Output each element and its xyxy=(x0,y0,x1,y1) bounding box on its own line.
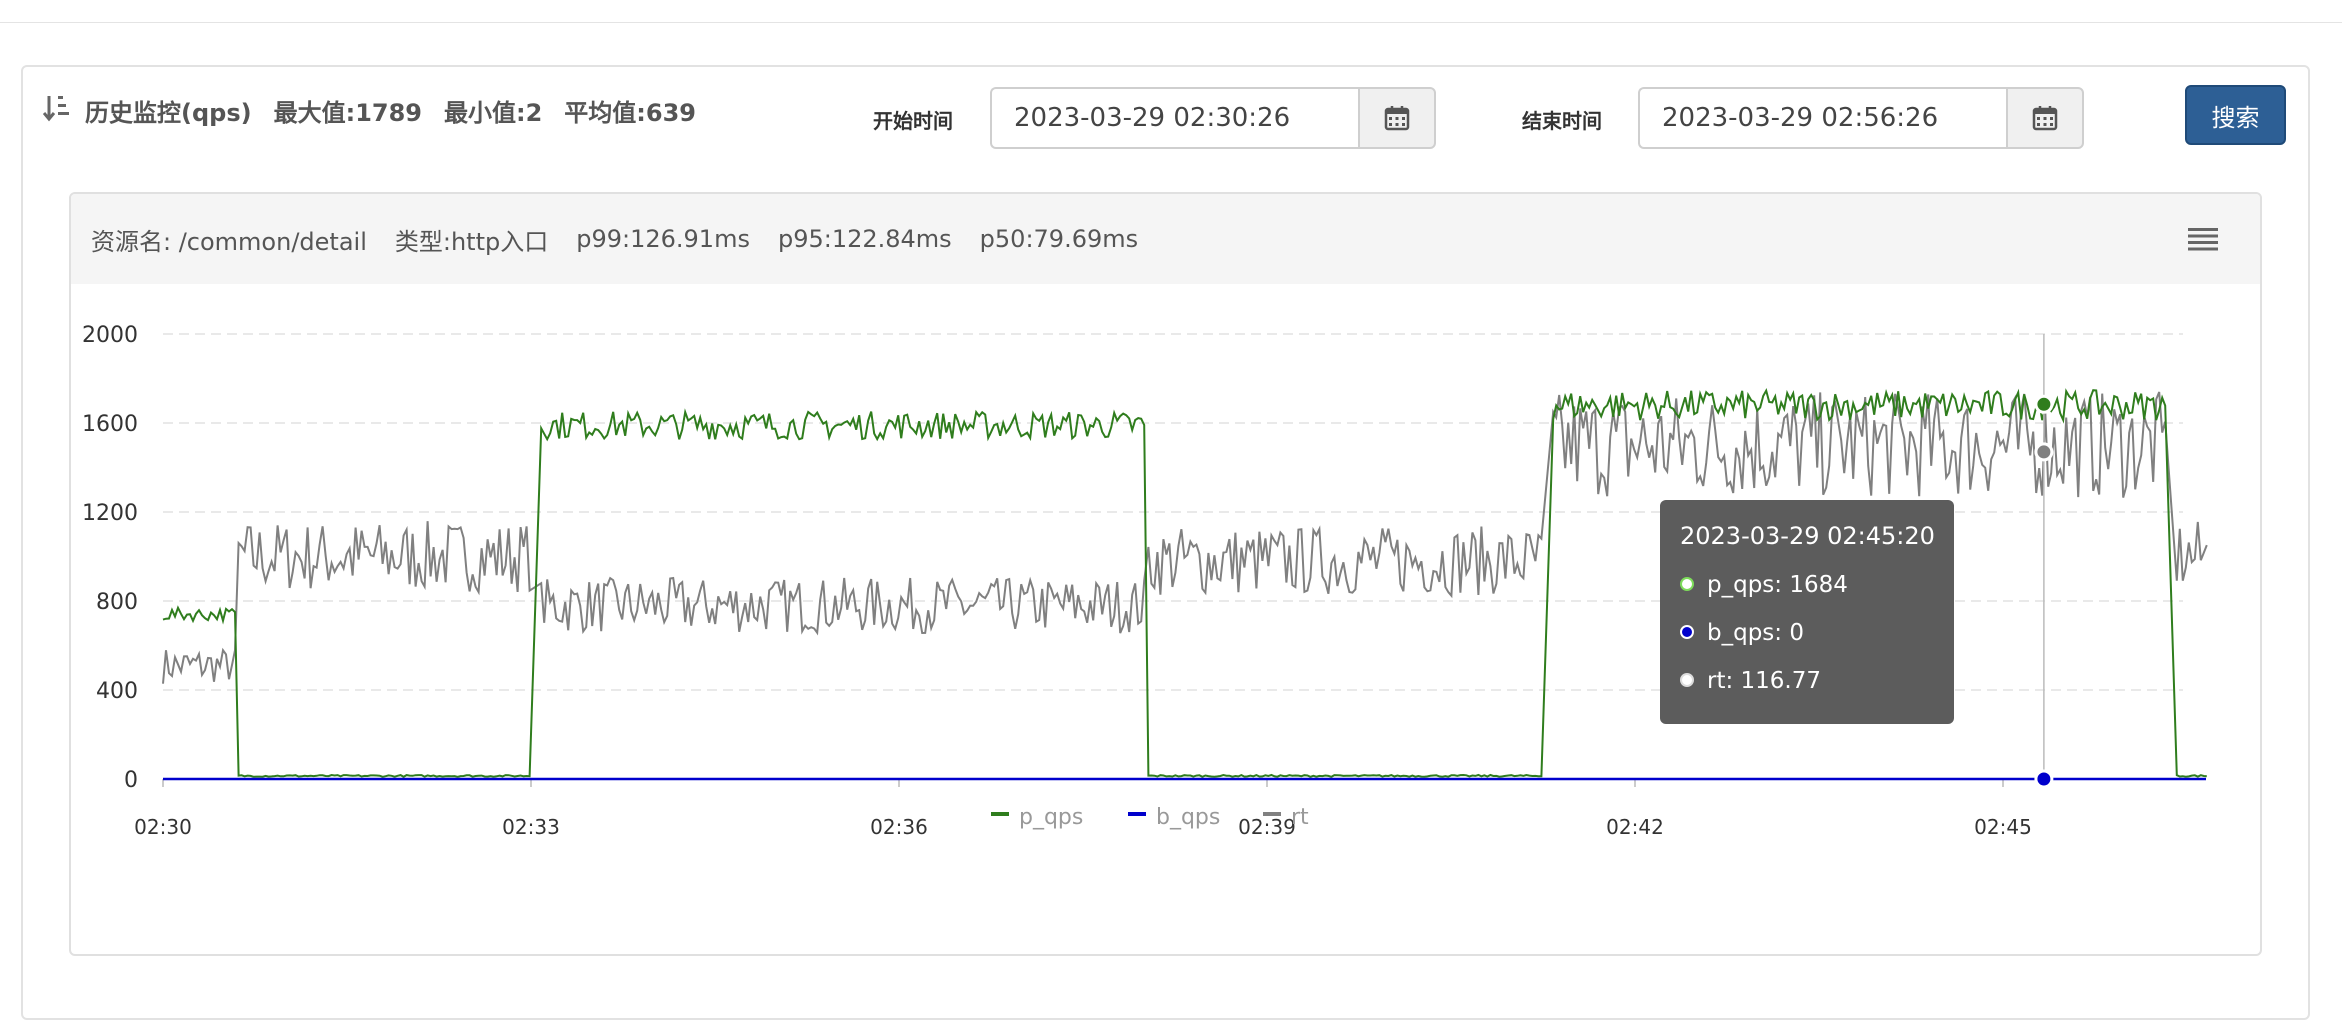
start-time-input[interactable] xyxy=(990,87,1358,149)
calendar-icon xyxy=(2032,106,2058,131)
sort-descending-icon xyxy=(43,96,69,122)
series-line-rt xyxy=(162,391,2208,684)
x-tick-label: 02:36 xyxy=(870,815,928,839)
qps-line-chart: 0 400 800 1200 1600 2000 02:30 02:33 02:36 02:39 0… xyxy=(82,323,2208,839)
tooltip-row: p_qps: 1684 xyxy=(1707,572,1848,598)
tooltip-dot xyxy=(1680,673,1694,687)
hover-point-p_qps xyxy=(2034,394,2054,414)
search-button[interactable]: 搜索 xyxy=(2185,85,2286,145)
end-calendar-button[interactable] xyxy=(2006,87,2084,149)
end-time-input[interactable] xyxy=(1638,87,2006,149)
chart-tooltip: 2023-03-29 02:45:20 p_qps: 1684 b_qps: 0 rt… xyxy=(1660,500,1954,724)
legend-label-p_qps[interactable]: p_qps xyxy=(1019,805,1083,830)
y-tick-label: 800 xyxy=(96,590,138,615)
start-time-label: 开始时间 xyxy=(873,109,953,133)
chart-card: 资源名: /common/detail 类型:http入口 p99:126.91… xyxy=(69,192,2262,956)
resource-type: 类型:http入口 xyxy=(394,227,549,256)
calendar-icon xyxy=(1384,106,1410,131)
x-tick-label: 02:33 xyxy=(502,815,560,839)
tooltip-row: rt: 116.77 xyxy=(1707,668,1821,694)
series-line-p_qps xyxy=(162,387,2207,778)
avg-value: 平均值:639 xyxy=(564,98,696,127)
legend-swatch-rt xyxy=(1263,812,1281,816)
tooltip-dot xyxy=(1680,577,1694,591)
p50-latency: p50:79.69ms xyxy=(979,225,1139,253)
legend-swatch-p_qps xyxy=(991,812,1009,816)
hamburger-menu-icon[interactable] xyxy=(2188,226,2218,252)
chart-legend[interactable]: p_qps b_qps rt xyxy=(991,805,1309,830)
top-divider xyxy=(0,22,2342,23)
tooltip-dot xyxy=(1680,625,1694,639)
min-value: 最小值:2 xyxy=(444,98,543,127)
end-time-label: 结束时间 xyxy=(1522,109,1602,133)
tooltip-row: b_qps: 0 xyxy=(1707,620,1804,646)
y-tick-label: 1600 xyxy=(82,412,138,437)
hover-point-b_qps xyxy=(2034,769,2054,789)
panel-title: 历史监控(qps) xyxy=(85,98,252,127)
x-tick-label: 02:45 xyxy=(1974,815,2032,839)
history-monitor-panel: 历史监控(qps) 最大值:1789 最小值:2 平均值:639 开始时间 结束… xyxy=(21,65,2310,1020)
x-tick-label: 02:30 xyxy=(134,815,192,839)
y-tick-label: 0 xyxy=(124,768,138,793)
p95-latency: p95:122.84ms xyxy=(777,225,952,253)
title-row: 历史监控(qps) 最大值:1789 最小值:2 平均值:639 xyxy=(85,93,696,127)
hover-point-rt xyxy=(2034,442,2054,462)
start-calendar-button[interactable] xyxy=(1358,87,1436,149)
chart-header: 资源名: /common/detail 类型:http入口 p99:126.91… xyxy=(71,194,2260,284)
y-tick-label: 2000 xyxy=(82,323,138,348)
end-time-group xyxy=(1638,87,2084,149)
start-time-group xyxy=(990,87,1436,149)
p99-latency: p99:126.91ms xyxy=(576,225,750,253)
legend-label-rt[interactable]: rt xyxy=(1291,805,1309,830)
legend-swatch-b_qps xyxy=(1128,812,1146,816)
y-tick-label: 400 xyxy=(96,679,138,704)
x-tick-label: 02:42 xyxy=(1606,815,1664,839)
y-tick-label: 1200 xyxy=(82,501,138,526)
x-tick-label: 02:39 xyxy=(1238,815,1296,839)
tooltip-time: 2023-03-29 02:45:20 xyxy=(1680,522,1935,550)
resource-name: 资源名: /common/detail xyxy=(91,227,367,256)
max-value: 最大值:1789 xyxy=(273,98,422,127)
legend-label-b_qps[interactable]: b_qps xyxy=(1156,805,1220,830)
